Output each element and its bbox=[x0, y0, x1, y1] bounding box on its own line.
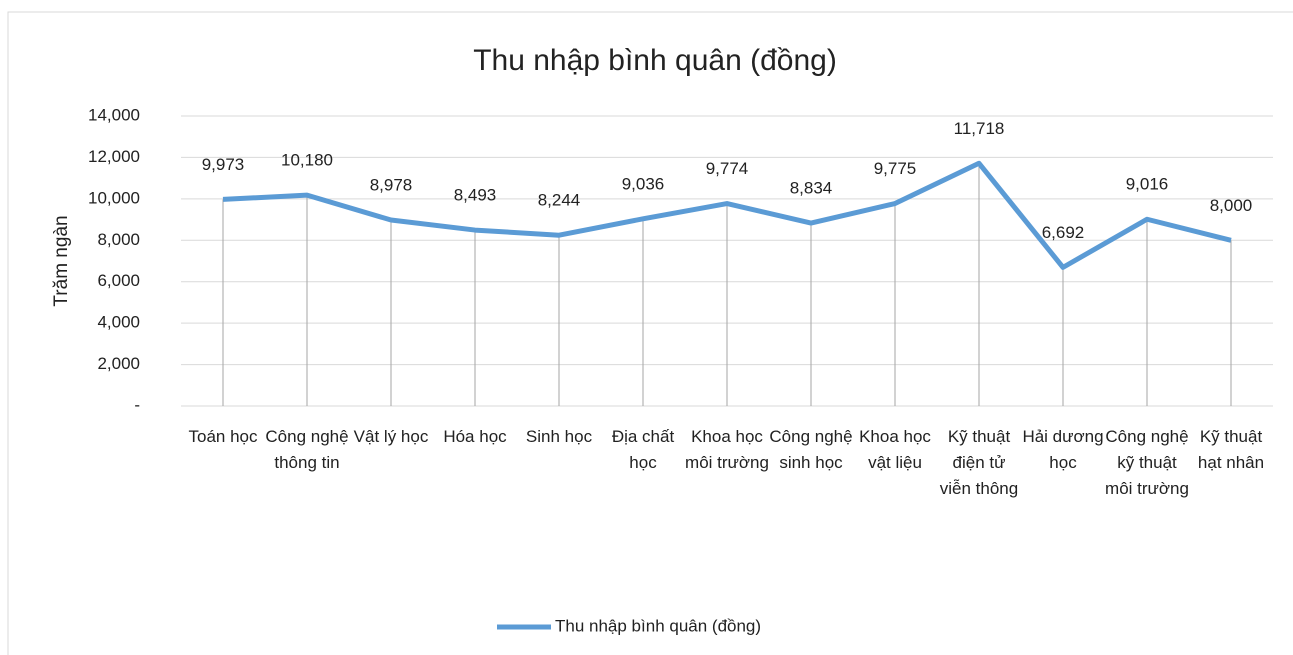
x-tick-label: Kỹ thuật điện tử viễn thông bbox=[939, 427, 1019, 498]
line-series bbox=[222, 160, 1232, 270]
data-label: 8,978 bbox=[370, 176, 413, 195]
y-tick-label: 6,000 bbox=[97, 271, 140, 290]
data-label: 8,493 bbox=[454, 186, 497, 205]
data-label: 9,775 bbox=[874, 159, 917, 178]
data-label: 9,036 bbox=[622, 174, 665, 193]
x-tick-label: Khoa học môi trường bbox=[685, 427, 769, 472]
chart-title: Thu nhập bình quân (đồng) bbox=[473, 44, 837, 77]
x-tick-label: Toán học bbox=[188, 427, 258, 446]
legend-label: Thu nhập bình quân (đồng) bbox=[555, 616, 761, 635]
y-tick-label: 14,000 bbox=[88, 105, 140, 124]
chart-border bbox=[7, 11, 1293, 655]
data-label: 8,834 bbox=[790, 178, 833, 197]
x-tick-label: Hải dương học bbox=[1022, 427, 1104, 472]
x-tick-label: Hóa học bbox=[443, 427, 507, 446]
data-label: 9,774 bbox=[706, 159, 749, 178]
x-tick-label: Khoa học vật liệu bbox=[859, 427, 931, 472]
x-tick-label: Kỹ thuật hạt nhân bbox=[1197, 427, 1265, 472]
x-tick-label: Sinh học bbox=[525, 427, 593, 446]
data-label: 8,000 bbox=[1210, 196, 1253, 215]
x-tick-label: Vật lý học bbox=[353, 427, 429, 446]
data-label: 10,180 bbox=[281, 151, 333, 170]
x-tick-label: Công nghệ thông tin bbox=[265, 427, 349, 472]
data-label: 6,692 bbox=[1042, 223, 1085, 242]
y-tick-label: 4,000 bbox=[97, 313, 140, 332]
x-tick-label: Địa chất học bbox=[611, 427, 675, 472]
data-label: 8,244 bbox=[538, 191, 581, 210]
data-label: 9,973 bbox=[202, 155, 245, 174]
y-tick-label: 2,000 bbox=[97, 354, 140, 373]
x-tick-label: Công nghệ sinh học bbox=[769, 427, 853, 472]
y-axis-title: Trăm ngàn bbox=[51, 215, 72, 306]
y-tick-label: 10,000 bbox=[88, 188, 140, 207]
y-tick-label: 8,000 bbox=[97, 230, 140, 249]
data-label: 11,718 bbox=[954, 119, 1005, 138]
y-tick-label: - bbox=[134, 395, 140, 414]
y-tick-label: 12,000 bbox=[88, 147, 140, 166]
data-label: 9,016 bbox=[1126, 175, 1169, 194]
x-tick-label: Công nghệ kỹ thuật môi trường bbox=[1105, 427, 1189, 498]
